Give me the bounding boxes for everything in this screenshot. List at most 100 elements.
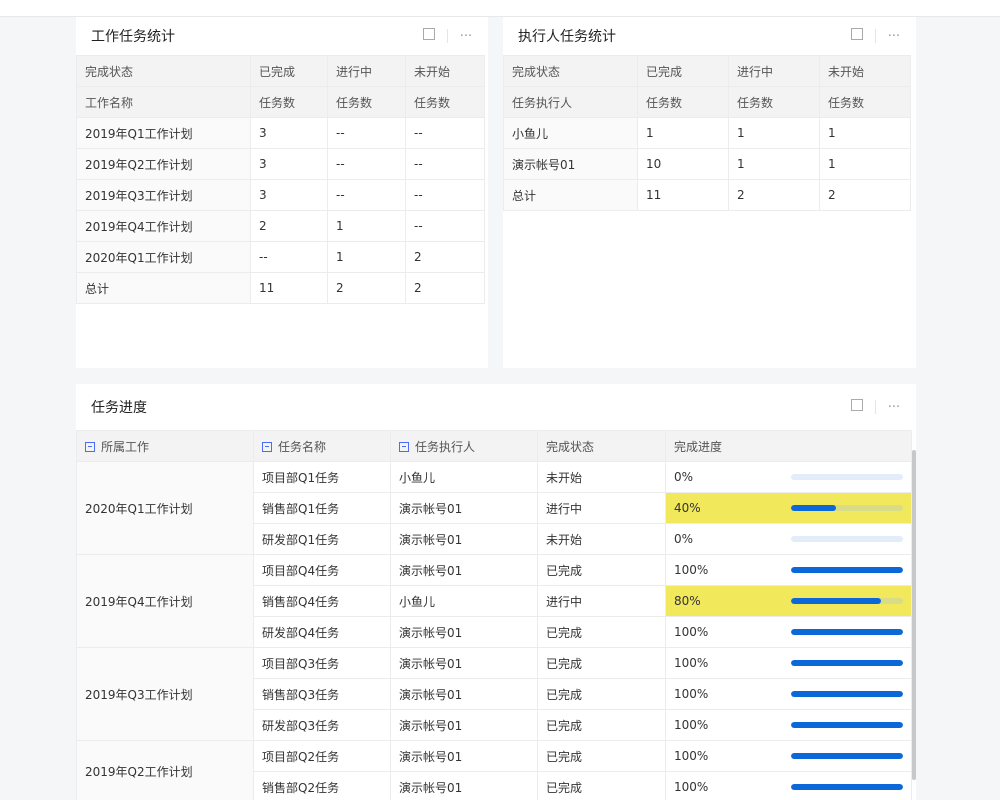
- work-cell: 2019年Q4工作计划: [76, 554, 254, 648]
- progress-fill: [791, 660, 903, 666]
- header-cell: 任务执行人: [503, 86, 638, 118]
- progress-label: 100%: [674, 563, 709, 577]
- table-cell: 研发部Q1任务: [253, 523, 391, 555]
- more-icon[interactable]: ···: [887, 28, 901, 44]
- progress-label: 0%: [674, 532, 694, 546]
- progress-bar: [791, 474, 903, 480]
- table-cell: 研发部Q4任务: [253, 616, 391, 648]
- table-cell: 小鱼儿: [503, 117, 638, 149]
- collapse-icon[interactable]: [85, 441, 95, 452]
- work-task-stats-card: 工作任务统计 ··· 完成状态 已完成 进行中 未开始 工作名称 任务数 任务数 任务数 201…: [76, 17, 488, 368]
- table-cell: 3: [250, 179, 328, 211]
- table-cell: 已完成: [537, 554, 666, 586]
- more-icon[interactable]: ···: [459, 28, 473, 44]
- header-cell: 已完成: [250, 55, 328, 87]
- header-cell: 任务数: [819, 86, 911, 118]
- table-cell: 演示帐号01: [390, 771, 538, 800]
- collapse-icon[interactable]: [262, 441, 272, 452]
- table-cell: 演示帐号01: [390, 554, 538, 586]
- table-cell: --: [405, 179, 485, 211]
- table-cell: 进行中: [537, 585, 666, 617]
- table-cell: 11: [637, 179, 729, 211]
- header-cell: 任务数: [728, 86, 820, 118]
- table-row: 2019年Q2工作计划 3 -- --: [76, 148, 485, 180]
- table-cell: 3: [250, 117, 328, 149]
- header-label: 完成状态: [546, 439, 595, 454]
- progress-fill: [791, 505, 836, 511]
- header-cell[interactable]: 任务执行人: [390, 430, 538, 462]
- progress-cell: 80%: [665, 585, 912, 617]
- table-cell: 小鱼儿: [390, 585, 538, 617]
- table-cell: 2020年Q1工作计划: [76, 241, 251, 273]
- work-cell: 2019年Q3工作计划: [76, 647, 254, 741]
- table-cell: 已完成: [537, 771, 666, 800]
- header-row: 完成状态 已完成 进行中 未开始: [76, 55, 485, 87]
- table-cell: 演示帐号01: [390, 523, 538, 555]
- table-cell: 小鱼儿: [390, 461, 538, 493]
- header-label: 所属工作: [101, 439, 150, 454]
- table-row: 2019年Q3工作计划 项目部Q3任务 演示帐号01 已完成 100%: [76, 647, 912, 741]
- header-cell[interactable]: 任务名称: [253, 430, 391, 462]
- progress-bar: [791, 660, 903, 666]
- table-cell: 项目部Q3任务: [253, 647, 391, 679]
- table-row: 总计 11 2 2: [76, 272, 485, 304]
- progress-label: 100%: [674, 718, 709, 732]
- more-icon[interactable]: ···: [887, 399, 901, 415]
- progress-bar: [791, 753, 903, 759]
- header-cell[interactable]: 所属工作: [76, 430, 254, 462]
- table-row: 2019年Q2工作计划 项目部Q2任务 演示帐号01 已完成 100%: [76, 740, 912, 800]
- scrollbar[interactable]: [912, 450, 916, 780]
- card-title: 任务进度: [91, 400, 147, 416]
- table-cell: 演示帐号01: [503, 148, 638, 180]
- progress-cell: 100%: [665, 616, 912, 648]
- table-cell: 销售部Q4任务: [253, 585, 391, 617]
- header-cell: 工作名称: [76, 86, 251, 118]
- table-cell: 1: [637, 117, 729, 149]
- collapse-icon[interactable]: [399, 441, 409, 452]
- progress-fill: [791, 567, 903, 573]
- header-cell: 未开始: [819, 55, 911, 87]
- table-cell: 演示帐号01: [390, 709, 538, 741]
- table-cell: 演示帐号01: [390, 492, 538, 524]
- progress-bar: [791, 784, 903, 790]
- table-cell: 销售部Q2任务: [253, 771, 391, 800]
- header-row: 所属工作 任务名称 任务执行人 完成状态 完成进度: [76, 430, 912, 462]
- card-title: 工作任务统计: [91, 29, 175, 45]
- progress-cell: 100%: [665, 740, 912, 772]
- assignee-task-stats-card: 执行人任务统计 ··· 完成状态 已完成 进行中 未开始 任务执行人 任务数 任务数 任务数小…: [503, 17, 916, 368]
- work-cell: 2020年Q1工作计划: [76, 461, 254, 555]
- expand-icon[interactable]: [847, 399, 867, 415]
- header-cell: 完成状态: [537, 430, 666, 462]
- header-cell: 任务数: [637, 86, 729, 118]
- table-cell: 已完成: [537, 678, 666, 710]
- table-cell: 演示帐号01: [390, 678, 538, 710]
- progress-cell: 100%: [665, 771, 912, 800]
- table-cell: 1: [327, 210, 406, 242]
- table-cell: 2: [250, 210, 328, 242]
- progress-fill: [791, 753, 903, 759]
- progress-bar: [791, 567, 903, 573]
- table-cell: 2: [327, 272, 406, 304]
- progress-cell: 40%: [665, 492, 912, 524]
- table-cell: 2: [819, 179, 911, 211]
- table-row: 2019年Q1工作计划 3 -- --: [76, 117, 485, 149]
- table-row: 2019年Q4工作计划 项目部Q4任务 演示帐号01 已完成 100%: [76, 554, 912, 648]
- table-row: 销售部Q1任务 演示帐号01 进行中 40%: [77, 492, 912, 524]
- expand-icon[interactable]: [847, 28, 867, 44]
- table-cell: 演示帐号01: [390, 616, 538, 648]
- progress-cell: 100%: [665, 709, 912, 741]
- table-cell: 已完成: [537, 616, 666, 648]
- progress-label: 0%: [674, 470, 694, 484]
- table-row: 销售部Q4任务 小鱼儿 进行中 80%: [77, 585, 912, 617]
- header-cell: 完成状态: [76, 55, 251, 87]
- table-cell: --: [405, 117, 485, 149]
- progress-bar: [791, 691, 903, 697]
- progress-fill: [791, 784, 903, 790]
- progress-label: 100%: [674, 656, 709, 670]
- header-cell: 任务数: [327, 86, 406, 118]
- table-cell: 销售部Q3任务: [253, 678, 391, 710]
- table-cell: 1: [819, 117, 911, 149]
- progress-cell: 0%: [665, 523, 912, 555]
- expand-icon[interactable]: [419, 28, 439, 44]
- table-cell: 1: [728, 117, 820, 149]
